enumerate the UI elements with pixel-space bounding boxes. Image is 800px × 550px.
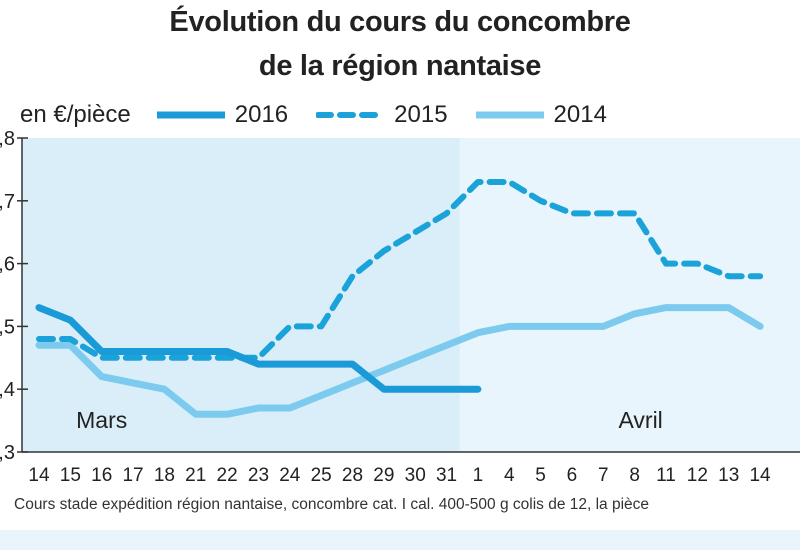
legend-label-2016: 2016 — [234, 101, 289, 128]
legend-swatch-2014 — [475, 111, 544, 119]
y-tick-label: 0,5 — [0, 316, 15, 338]
chart-caption: Cours stade expédition région nantaise, … — [14, 496, 650, 513]
x-tick-label: 7 — [598, 465, 609, 486]
month-label-avril: Avril — [618, 407, 662, 433]
x-tick-label: 16 — [91, 465, 112, 486]
y-tick-label: 0,3 — [0, 442, 15, 464]
x-tick-label: 24 — [279, 465, 301, 486]
series-line-2014 — [35, 304, 764, 418]
x-tick-label: 17 — [122, 465, 143, 486]
legend-item-2016: 2016 — [156, 101, 289, 129]
legend-swatch-2015 — [316, 112, 385, 118]
x-tick-label: 12 — [687, 465, 708, 486]
x-tick-label: 14 — [28, 465, 50, 486]
x-tick-label: 29 — [373, 465, 394, 486]
legend-item-2015: 2015 — [316, 101, 448, 129]
x-tick-label: 18 — [154, 465, 175, 486]
x-tick-label: 13 — [718, 465, 739, 486]
x-tick-label: 8 — [629, 465, 640, 486]
series-line-2015 — [36, 179, 764, 361]
series-line-2016 — [35, 304, 482, 393]
chart-title-line1: Évolution du cours du concombre — [169, 6, 631, 38]
x-tick-label: 6 — [567, 465, 578, 486]
x-tick-label: 21 — [185, 465, 206, 486]
x-tick-label: 4 — [504, 465, 515, 486]
legend: en €/pièce 2016 2015 2014 — [20, 98, 635, 132]
footer-band — [0, 530, 800, 550]
month-label-mars: Mars — [76, 407, 127, 433]
legend-label-2014: 2014 — [553, 101, 607, 128]
y-tick-label: 0,8 — [0, 128, 15, 150]
y-tick-label: 0,6 — [0, 254, 15, 276]
x-tick-label: 30 — [405, 465, 426, 486]
chart-title-line2: de la région nantaise — [258, 50, 542, 82]
legend-swatch-2016 — [156, 111, 225, 119]
x-tick-label: 11 — [656, 465, 676, 486]
x-tick-label: 23 — [248, 465, 269, 486]
x-tick-label: 1 — [473, 465, 484, 486]
plot-bg-april — [459, 138, 800, 452]
unit-label: en €/pièce — [20, 101, 131, 128]
x-tick-label: 15 — [60, 465, 81, 486]
legend-item-2014: 2014 — [475, 101, 607, 129]
x-tick-label: 5 — [535, 465, 546, 486]
legend-label-2015: 2015 — [394, 101, 448, 128]
x-tick-label: 28 — [342, 465, 363, 486]
plot-bg-march — [22, 138, 460, 452]
x-tick-label: 14 — [749, 465, 771, 486]
y-tick-label: 0,7 — [0, 191, 15, 213]
y-tick-label: 0,4 — [0, 379, 15, 401]
x-tick-label: 22 — [217, 465, 238, 486]
x-tick-label: 25 — [311, 465, 332, 486]
x-tick-label: 31 — [436, 465, 457, 486]
